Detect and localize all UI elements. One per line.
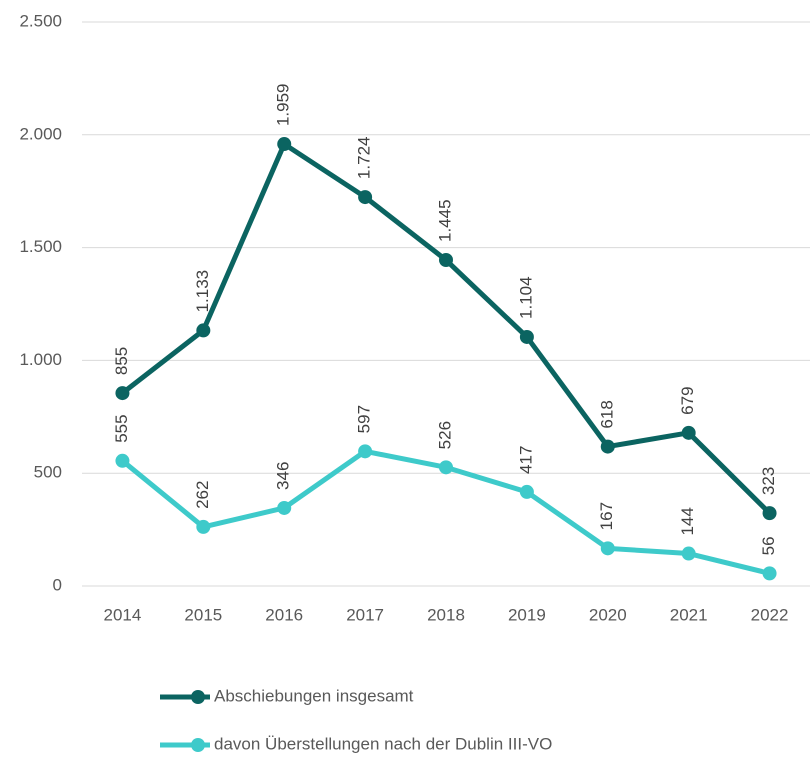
x-tick-label: 2019	[508, 605, 546, 624]
data-point	[196, 519, 211, 534]
x-tick-label: 2020	[589, 605, 627, 624]
data-point	[115, 386, 130, 401]
x-tick-label: 2016	[265, 605, 303, 624]
data-point	[358, 444, 373, 459]
legend-label: Abschiebungen insgesamt	[214, 686, 414, 705]
x-tick-label: 2018	[427, 605, 465, 624]
x-tick-label: 2021	[670, 605, 708, 624]
data-label: 262	[193, 481, 212, 509]
x-tick-label: 2014	[104, 605, 142, 624]
legend-label: davon Überstellungen nach der Dublin III…	[214, 734, 552, 753]
data-label: 1.104	[516, 276, 535, 319]
y-tick-label: 1.000	[19, 350, 62, 369]
data-label: 597	[355, 405, 374, 433]
data-point	[277, 500, 292, 515]
y-tick-label: 1.500	[19, 237, 62, 256]
legend-marker	[191, 738, 205, 752]
data-label: 1.959	[274, 84, 293, 127]
y-tick-label: 500	[34, 463, 62, 482]
legend-marker	[191, 690, 205, 704]
data-label: 526	[435, 421, 454, 449]
data-point	[681, 425, 696, 440]
data-point	[600, 541, 615, 556]
data-point	[277, 137, 292, 152]
x-tick-label: 2017	[346, 605, 384, 624]
data-point	[762, 506, 777, 521]
data-label: 855	[112, 347, 131, 375]
data-point	[439, 460, 453, 475]
data-point	[681, 546, 696, 561]
y-tick-label: 2.000	[19, 124, 62, 143]
data-label: 1.445	[435, 199, 454, 242]
y-tick-label: 0	[53, 575, 62, 594]
x-tick-label: 2022	[751, 605, 789, 624]
data-point	[600, 439, 615, 454]
data-point	[196, 323, 211, 338]
data-point	[358, 190, 373, 205]
data-label: 618	[597, 400, 616, 428]
data-label: 346	[274, 462, 293, 490]
data-label: 679	[678, 386, 697, 414]
data-label: 323	[759, 467, 778, 495]
y-tick-label: 2.500	[19, 11, 62, 30]
data-point	[762, 566, 777, 581]
data-point	[519, 484, 534, 499]
x-tick-label: 2015	[184, 605, 222, 624]
data-point	[439, 253, 453, 268]
data-label: 144	[678, 507, 697, 535]
data-label: 167	[597, 502, 616, 530]
series-line	[120, 141, 772, 515]
data-label: 56	[759, 536, 778, 555]
data-point	[519, 329, 534, 344]
data-label: 1.133	[193, 270, 212, 313]
data-label: 417	[516, 446, 535, 474]
data-point	[115, 453, 130, 468]
data-label: 1.724	[355, 137, 374, 180]
data-label: 555	[112, 414, 131, 442]
